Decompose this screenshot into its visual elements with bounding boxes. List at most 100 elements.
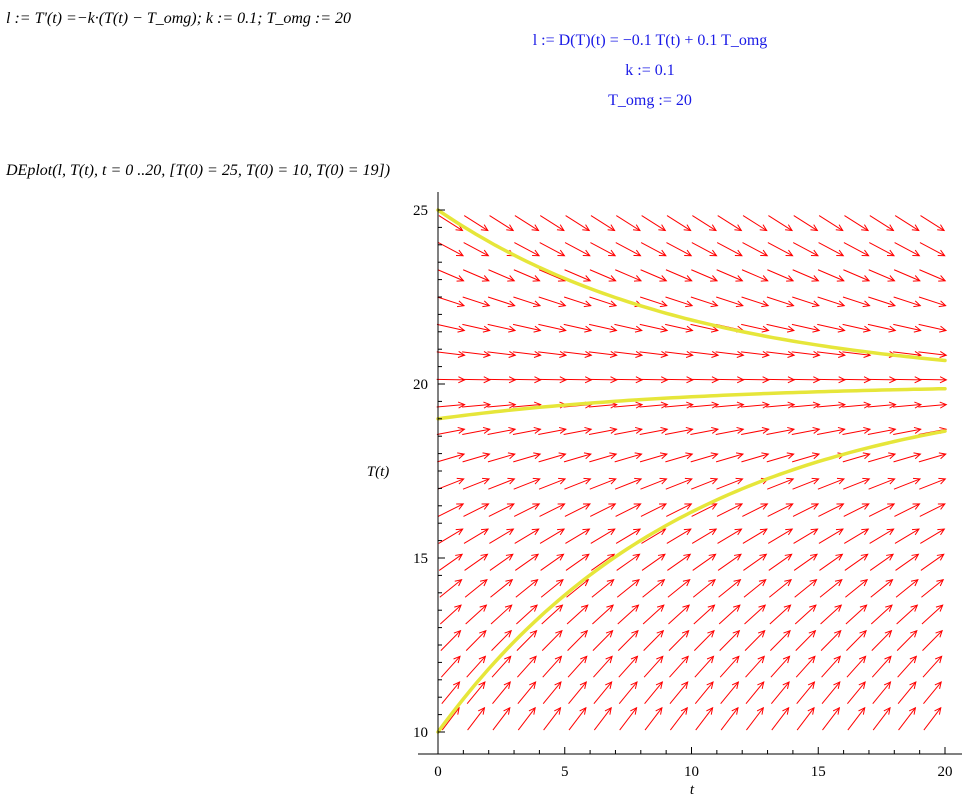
field-arrow xyxy=(436,376,466,384)
field-arrow xyxy=(464,553,489,571)
field-arrow xyxy=(588,426,618,435)
field-arrow xyxy=(920,215,946,232)
field-arrow xyxy=(844,215,870,232)
field-arrow xyxy=(716,242,743,257)
field-arrow xyxy=(819,578,843,598)
field-arrow xyxy=(768,215,794,232)
field-arrow xyxy=(769,578,793,598)
field-arrow xyxy=(590,503,617,517)
field-arrow xyxy=(515,578,539,598)
field-arrow xyxy=(593,706,612,731)
field-arrow xyxy=(690,401,720,409)
field-arrow xyxy=(669,681,689,704)
field-arrow xyxy=(614,452,643,463)
field-arrow xyxy=(918,323,948,333)
field-arrow xyxy=(590,215,616,232)
field-arrow xyxy=(742,528,768,544)
field-arrow xyxy=(588,351,618,358)
field-arrow xyxy=(615,242,642,257)
field-arrow xyxy=(921,578,945,598)
field-arrow xyxy=(516,629,538,651)
field-arrow xyxy=(563,376,593,384)
field-arrow xyxy=(792,477,820,490)
field-arrow xyxy=(843,477,871,490)
field-arrow xyxy=(923,706,942,731)
field-arrow xyxy=(617,629,639,651)
field-arrow xyxy=(919,503,946,517)
field-arrow xyxy=(740,351,770,358)
field-arrow xyxy=(437,269,465,282)
field-arrow xyxy=(766,296,795,308)
field-arrow xyxy=(615,528,642,544)
field-arrow xyxy=(538,426,567,435)
field-arrow xyxy=(592,629,614,651)
field-arrow xyxy=(639,376,669,384)
field-arrow xyxy=(868,269,896,282)
field-arrow xyxy=(867,323,897,333)
field-arrow xyxy=(614,477,643,490)
field-arrow xyxy=(514,553,540,571)
field-arrow xyxy=(538,376,568,384)
field-arrow xyxy=(895,553,920,571)
field-arrow xyxy=(492,706,511,731)
field-arrow xyxy=(593,655,613,678)
field-arrow xyxy=(516,604,538,625)
field-arrow xyxy=(665,296,694,308)
field-arrow xyxy=(643,655,664,678)
field-arrow xyxy=(566,578,590,598)
field-arrow xyxy=(791,376,821,384)
field-arrow xyxy=(539,215,565,232)
field-arrow xyxy=(796,706,815,731)
field-arrow xyxy=(665,452,694,463)
input-command-1[interactable]: l := T'(t) =−k·(T(t) − T_omg); k := 0.1;… xyxy=(6,10,352,27)
field-arrow xyxy=(640,242,667,257)
field-arrow xyxy=(568,681,588,704)
field-arrow xyxy=(462,351,492,358)
field-arrow xyxy=(538,351,568,358)
field-arrow xyxy=(795,655,816,678)
field-arrow xyxy=(517,706,536,731)
field-arrow xyxy=(766,351,796,358)
field-arrow xyxy=(669,706,688,731)
field-arrow xyxy=(869,215,895,232)
field-arrow xyxy=(720,681,740,704)
field-arrow xyxy=(614,376,644,384)
field-arrow xyxy=(893,296,922,308)
field-arrow xyxy=(563,296,592,308)
field-arrow xyxy=(715,426,745,435)
field-arrow xyxy=(565,215,591,232)
field-arrow xyxy=(922,629,943,651)
field-arrow xyxy=(539,503,566,517)
field-arrow xyxy=(640,269,668,282)
field-arrow xyxy=(818,503,845,517)
field-arrow xyxy=(794,604,817,625)
field-arrow xyxy=(717,215,743,232)
field-arrow xyxy=(437,296,466,308)
field-arrow xyxy=(463,503,490,517)
field-arrow xyxy=(438,553,464,571)
field-arrow xyxy=(718,604,741,625)
field-arrow xyxy=(892,401,923,409)
field-arrow xyxy=(643,629,665,651)
field-arrow xyxy=(793,553,818,571)
field-arrow xyxy=(893,323,922,333)
field-arrow xyxy=(664,401,694,409)
field-arrow xyxy=(817,477,846,490)
field-arrow xyxy=(693,629,715,651)
field-arrow xyxy=(512,426,542,435)
field-arrow xyxy=(822,706,841,731)
field-arrow xyxy=(437,477,465,490)
field-arrow xyxy=(793,528,819,544)
field-arrow xyxy=(716,269,744,282)
field-arrow xyxy=(867,426,897,435)
field-arrow xyxy=(742,242,769,257)
field-arrow xyxy=(766,401,796,409)
field-arrow xyxy=(591,553,616,571)
input-command-deplot[interactable]: DEplot(l, T(t), t = 0 ..20, [T(0) = 25, … xyxy=(6,162,391,179)
field-arrow xyxy=(462,296,491,308)
field-arrow xyxy=(438,242,465,257)
x-tick-label: 5 xyxy=(561,764,569,780)
field-arrow xyxy=(615,269,643,282)
field-arrow xyxy=(466,681,486,704)
